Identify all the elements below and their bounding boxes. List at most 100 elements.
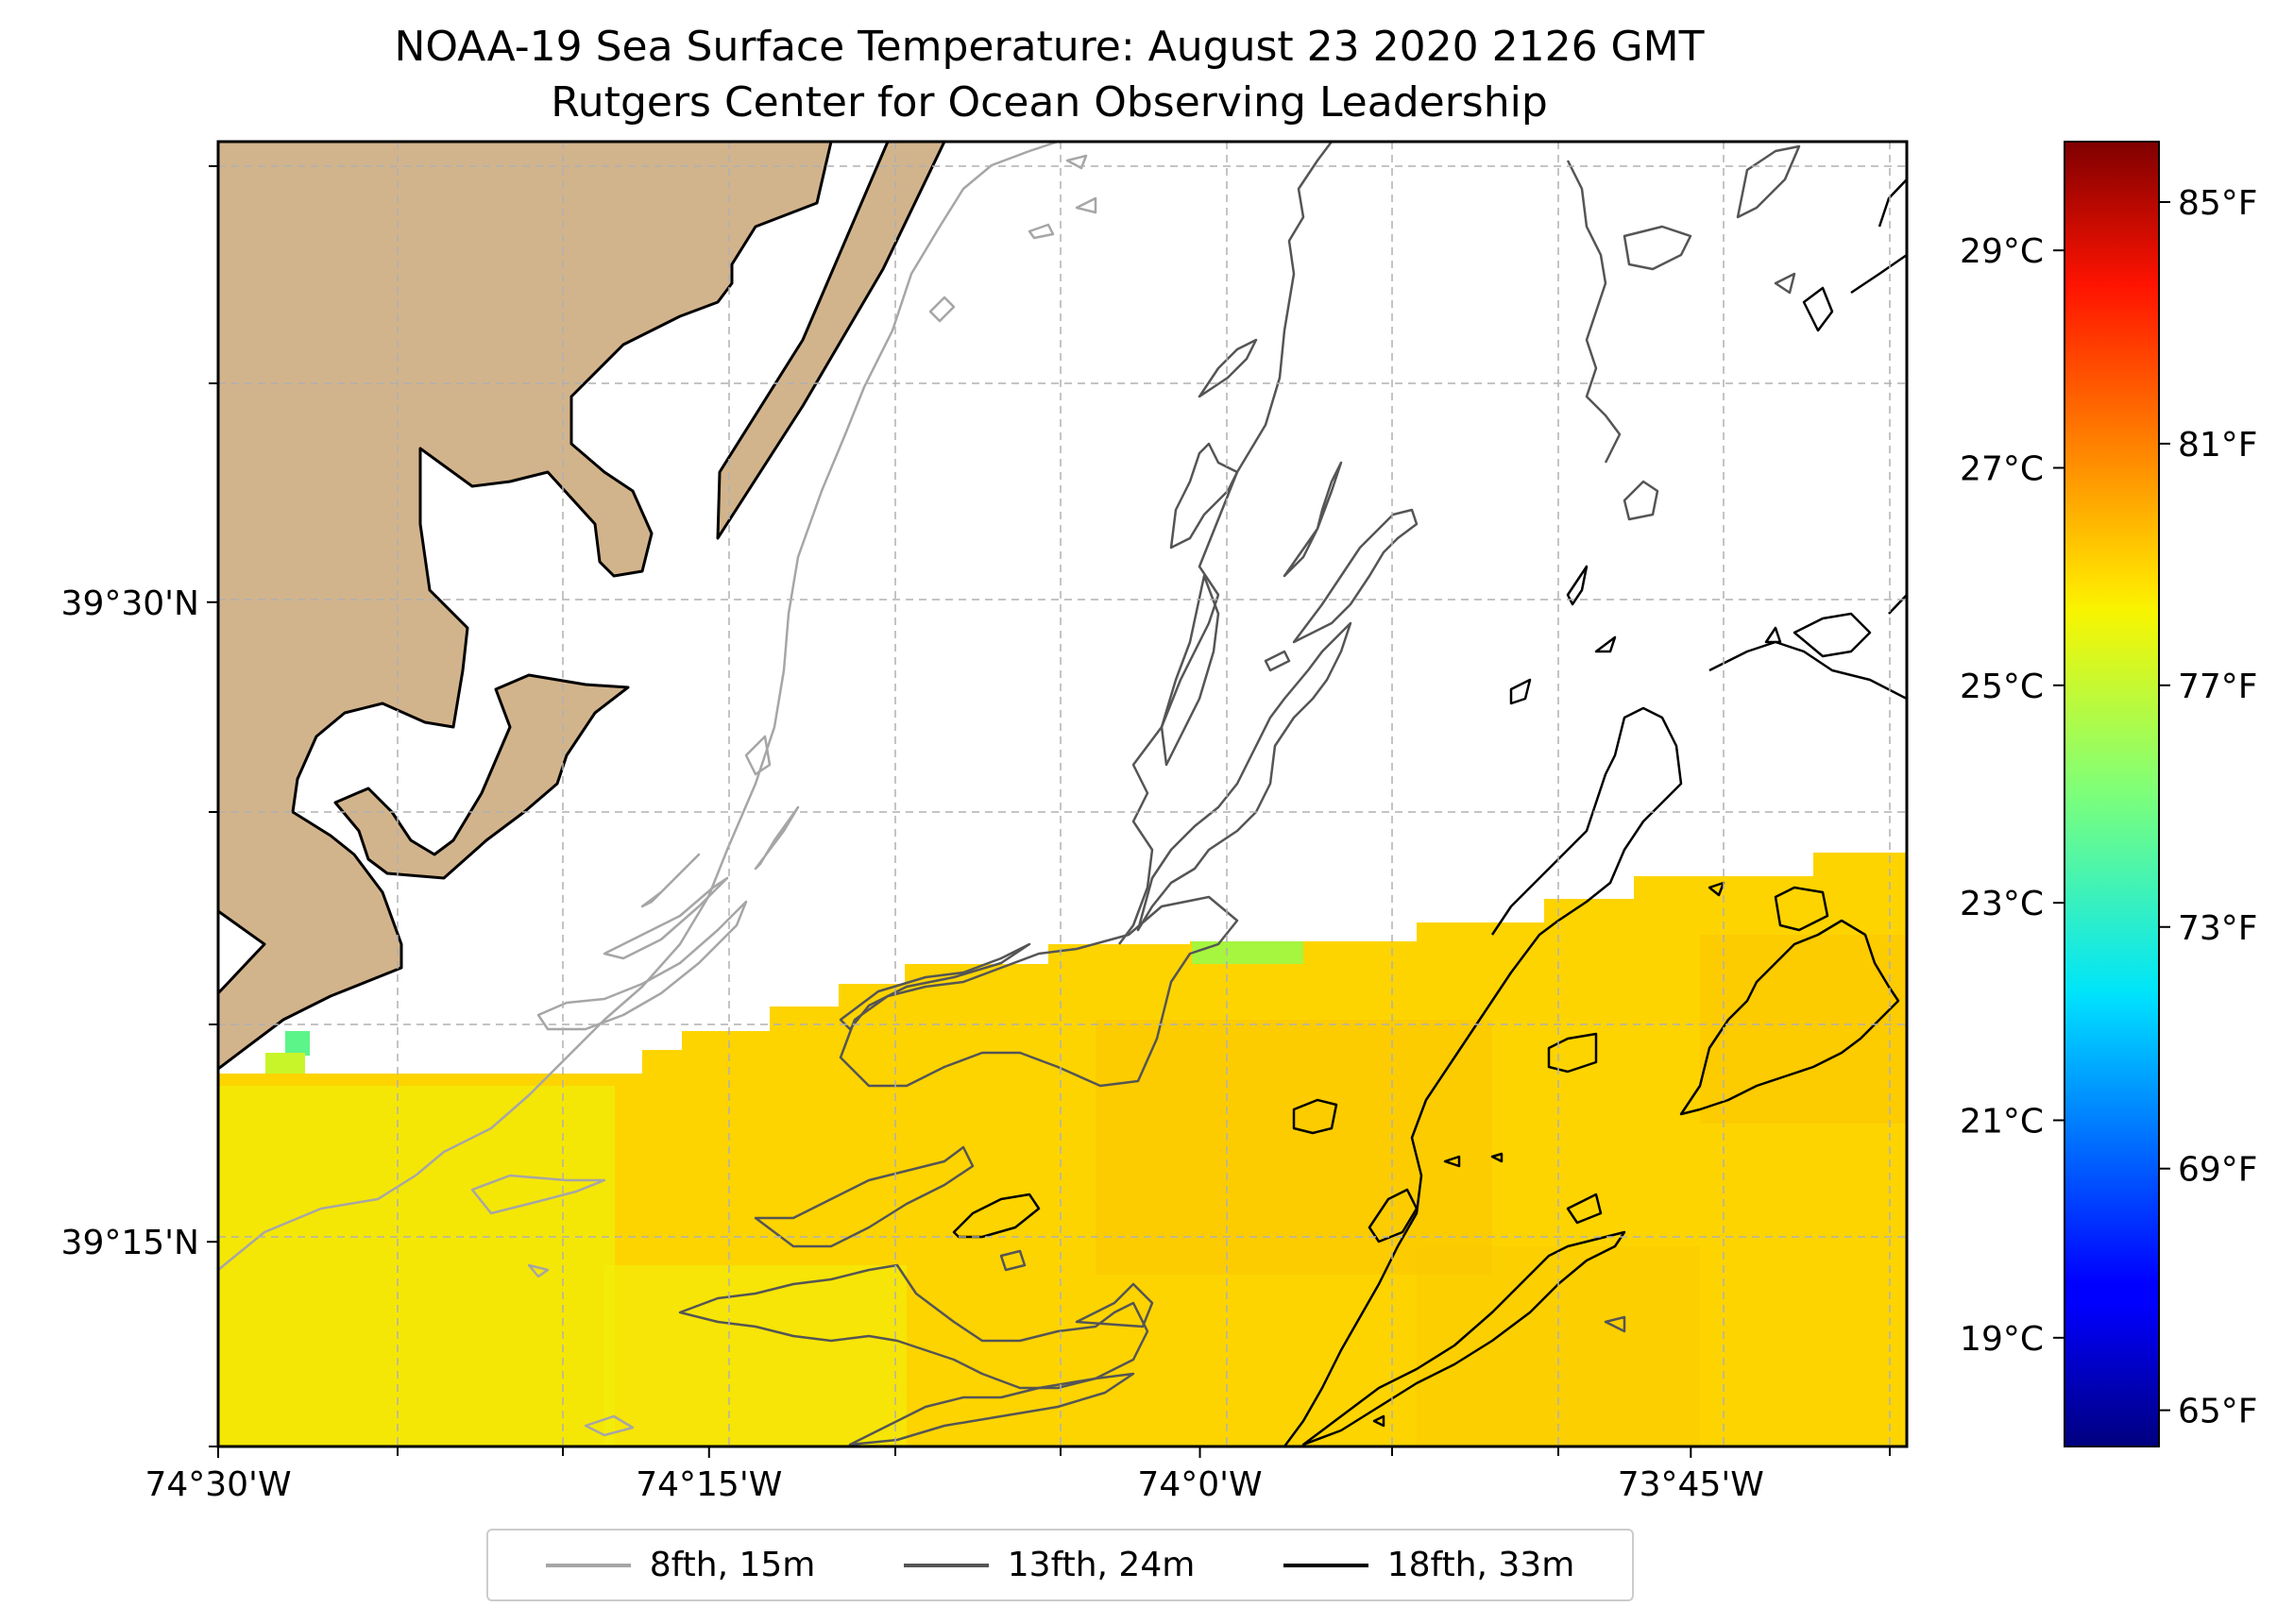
sst-green-patch <box>265 1053 305 1074</box>
contour-8fth-line <box>928 296 956 323</box>
contour-18fth-line <box>952 1193 1041 1239</box>
legend-item-13fth: 13fth, 24m <box>903 1546 1196 1584</box>
y-tick-label: 39°15'N <box>61 1224 199 1262</box>
contour-13fth-line <box>1604 1315 1626 1333</box>
contour-18fth-line <box>1850 253 1907 295</box>
contour-13fth-line <box>848 1372 1135 1446</box>
contour-18fth-line <box>1509 678 1532 705</box>
contour-13fth-line <box>1774 272 1796 295</box>
sst-green-patch <box>285 1031 310 1056</box>
contour-18fth-line <box>1283 706 1683 1446</box>
sst-field <box>218 853 1907 1446</box>
contour-13fth-line <box>839 895 1239 1088</box>
contour-13fth-line <box>999 1249 1027 1272</box>
x-axis-ticks: 74°30'W 74°15'W 74°0'W 73°45'W <box>144 1446 1764 1504</box>
contour-18fth-line <box>1301 1230 1626 1446</box>
contour-13fth-line <box>1264 650 1291 672</box>
contour-8fth-line <box>527 1263 550 1278</box>
contour-8fth-line <box>470 1174 606 1215</box>
sst-green-patch <box>1192 941 1303 964</box>
land-mainland <box>218 142 833 1071</box>
contour-8fth-line <box>536 900 748 1031</box>
contour-13fth-line <box>1623 225 1692 271</box>
contour-8fth-line <box>218 142 1059 1271</box>
contour-18fth-line <box>1764 626 1782 644</box>
contour-8fth-line <box>754 805 800 871</box>
colorbar-fahrenheit-tick-label: 85°F <box>2178 184 2258 223</box>
contour-18fth-line <box>1490 1152 1504 1163</box>
contour-13fth-line <box>1075 1282 1154 1328</box>
sst-warm-patch <box>1096 1020 1492 1275</box>
contour-13fth <box>678 142 1801 1446</box>
colorbar-fahrenheit-tick-label: 81°F <box>2178 426 2258 465</box>
colorbar-celsius-tick-label: 27°C <box>1960 450 2044 489</box>
contour-18fth-line <box>1566 565 1589 606</box>
colorbar-fahrenheit-tick-label: 69°F <box>2178 1151 2258 1190</box>
map-frame <box>216 140 1909 1448</box>
legend-item-8fth: 8fth, 15m <box>545 1546 815 1584</box>
contour-13fth-line <box>678 1263 1149 1390</box>
colorbar-fahrenheit-tick-label: 65°F <box>2178 1393 2258 1431</box>
sst-warm-patch <box>1700 935 1907 1124</box>
contour-18fth-line <box>1774 886 1829 932</box>
contour-13fth-line <box>1136 621 1352 932</box>
contour-13fth-line <box>1198 338 1258 398</box>
y-tick-label: 39°30'N <box>61 584 199 623</box>
x-tick-label: 74°0'W <box>1137 1465 1262 1504</box>
sst-cool-patch <box>218 1086 615 1446</box>
colorbar-celsius-tick-label: 23°C <box>1960 885 2044 923</box>
contour-18fth-line <box>1679 919 1900 1116</box>
land-peninsula <box>333 673 630 880</box>
x-tick-label: 74°30'W <box>144 1465 291 1504</box>
legend-item-18fth: 18fth, 33m <box>1283 1546 1575 1584</box>
contour-8fth-line <box>1028 223 1055 240</box>
contour-18fth-line <box>1802 286 1834 332</box>
contour-8fth-line <box>1065 154 1088 170</box>
colorbar-celsius-tick-label: 19°C <box>1960 1320 2044 1359</box>
contour-18fth-line <box>1443 1155 1461 1168</box>
contour-18fth <box>952 178 1907 1446</box>
contour-18fth-line <box>1888 594 1907 615</box>
contour-13fth-line <box>1169 442 1239 550</box>
contour-8fth <box>218 142 1097 1437</box>
contour-18fth-line <box>1708 881 1725 897</box>
contour-8fth-line <box>1075 196 1097 214</box>
contour-13fth-line <box>1736 144 1801 219</box>
colorbar-celsius-tick-label: 25°C <box>1960 668 2044 706</box>
land-barrier-island <box>716 142 946 540</box>
legend: 8fth, 15m 13fth, 24m 18fth, 33m <box>486 1529 1634 1601</box>
contour-13fth-line <box>1566 160 1622 464</box>
legend-line-8fth <box>545 1563 631 1567</box>
contour-8fth-line <box>640 853 701 908</box>
contour-13fth-line <box>1292 508 1419 644</box>
colorbar-celsius-tick-label: 29°C <box>1960 232 2044 271</box>
contour-13fth-line <box>1118 142 1333 945</box>
colorbar-celsius-ticks: 19°C 21°C 23°C 25°C 27°C 29°C <box>1960 232 2065 1359</box>
contour-13fth-line <box>1160 574 1220 767</box>
legend-line-13fth <box>903 1563 989 1567</box>
contour-18fth-line <box>1547 1032 1598 1074</box>
map-title: NOAA-19 Sea Surface Temperature: August … <box>395 23 1705 71</box>
legend-label-13fth: 13fth, 24m <box>1007 1546 1196 1584</box>
gridlines <box>218 142 1907 1446</box>
contour-18fth-line <box>1594 635 1617 653</box>
contour-13fth-line <box>1283 461 1343 578</box>
x-tick-label: 74°15'W <box>636 1465 782 1504</box>
contour-18fth-line <box>1566 1193 1603 1225</box>
legend-label-18fth: 18fth, 33m <box>1386 1546 1575 1584</box>
contour-8fth-line <box>603 876 729 960</box>
x-tick-label: 73°45'W <box>1618 1465 1764 1504</box>
contour-13fth-line <box>754 1145 975 1248</box>
map-area <box>218 142 1907 1446</box>
contour-18fth-line <box>1878 178 1907 228</box>
sst-cool-patch <box>604 1265 907 1446</box>
contour-8fth-line <box>744 735 772 776</box>
y-axis-ticks: 39°30'N 39°15'N <box>61 584 218 1262</box>
contour-18fth-line <box>1793 612 1872 658</box>
colorbar-celsius-tick-label: 21°C <box>1960 1103 2044 1142</box>
map-subtitle: Rutgers Center for Ocean Observing Leade… <box>551 78 1548 127</box>
contour-13fth-line <box>1623 480 1659 521</box>
land <box>218 142 946 1071</box>
contour-18fth-line <box>1292 1098 1338 1135</box>
